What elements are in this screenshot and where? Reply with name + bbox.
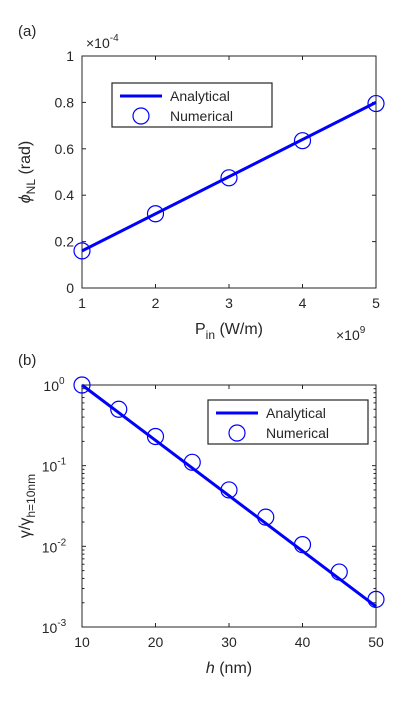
x-axis-label-rest: (nm) [215, 660, 252, 677]
y-axis-label: γ/γh=10nm [17, 474, 38, 538]
y-tick-exp: -3 [57, 618, 66, 629]
y-axis-label-main: ϕ [17, 194, 34, 203]
legend-box [111, 82, 273, 128]
y-tick-label: 100 [43, 376, 65, 394]
legend-label: Numerical [266, 425, 329, 441]
data-point-numerical [293, 536, 312, 554]
x-multiplier-exp: 9 [360, 325, 366, 336]
legend-label: Analytical [266, 405, 326, 421]
x-tick-label: 30 [221, 634, 237, 650]
x-axis-label-rest: (W/m) [215, 321, 263, 338]
x-tick-label: 40 [295, 634, 311, 650]
x-axis-label: h (nm) [206, 660, 252, 677]
data-point-numerical [73, 242, 91, 260]
y-axis-label: ϕNL (rad) [17, 141, 38, 203]
x-tick-label: 10 [74, 634, 90, 650]
x-axis-label-main: P [195, 321, 206, 338]
y-tick-label: 0 [66, 280, 74, 296]
y-multiplier: ×10-4 [86, 33, 119, 51]
x-tick-label: 4 [299, 295, 307, 311]
data-point-numerical [367, 590, 385, 608]
y-tick-exp: -2 [57, 537, 66, 548]
series-line-analytical [81, 101, 377, 253]
x-multiplier-base: ×10 [336, 327, 360, 343]
panel-label: (b) [18, 352, 36, 369]
data-point-numerical [146, 427, 165, 446]
y-tick-base: 10 [42, 620, 58, 636]
data-point-numerical [110, 400, 128, 418]
data-point-numerical [220, 169, 238, 187]
data-point-numerical [220, 481, 238, 499]
x-tick-label: 20 [148, 634, 164, 650]
y-multiplier-base: ×10 [86, 35, 110, 51]
data-point-numerical [367, 94, 385, 113]
legend-label: Numerical [170, 108, 233, 124]
y-tick-base: 10 [43, 378, 59, 394]
y-tick-label: 1 [66, 48, 74, 64]
y-tick-label: 0.2 [55, 234, 75, 250]
legend-swatch-circle [132, 107, 150, 125]
legend: Analytical Numerical [207, 399, 369, 445]
data-point-numerical [330, 563, 348, 581]
y-axis-label-sub: NL [24, 179, 38, 195]
y-axis-label-main: γ/γ [17, 518, 34, 538]
x-multiplier: ×109 [336, 325, 366, 343]
x-tick-label: 3 [225, 295, 233, 311]
x-tick-label: 50 [368, 634, 384, 650]
data-point-numerical [183, 453, 201, 471]
legend: Analytical Numerical [111, 82, 273, 128]
x-tick-label: 1 [78, 295, 86, 311]
x-tick-label: 5 [372, 295, 380, 311]
y-tick-exp: -1 [57, 457, 66, 468]
y-tick-label: 0.6 [55, 141, 75, 157]
y-multiplier-exp: -4 [110, 33, 119, 44]
y-tick-label: 0.8 [55, 94, 75, 110]
data-point-numerical [257, 508, 275, 526]
data-point-numerical [146, 205, 165, 223]
x-axis-label-sub: in [206, 328, 215, 342]
y-tick-label: 10-1 [42, 457, 67, 475]
legend-box [207, 399, 369, 445]
data-point-numerical [73, 376, 91, 394]
x-axis-label-main: h [206, 660, 215, 677]
y-tick-exp: 0 [59, 376, 65, 387]
y-tick-label: 10-2 [42, 537, 67, 555]
x-tick-label: 2 [152, 295, 160, 311]
x-axis-label: Pin (W/m) [195, 321, 263, 342]
y-axis-label-rest: (rad) [17, 141, 34, 179]
legend-swatch-circle [228, 424, 246, 442]
y-tick-label: 10-3 [42, 618, 67, 636]
y-axis-label-sub: h=10nm [24, 474, 38, 518]
data-point-numerical [293, 132, 312, 150]
y-tick-base: 10 [42, 459, 58, 475]
y-tick-base: 10 [42, 539, 58, 555]
y-tick-label: 0.4 [55, 187, 75, 203]
legend-label: Analytical [170, 88, 230, 104]
panel-label: (a) [18, 23, 36, 40]
series-line-analytical [81, 383, 377, 608]
